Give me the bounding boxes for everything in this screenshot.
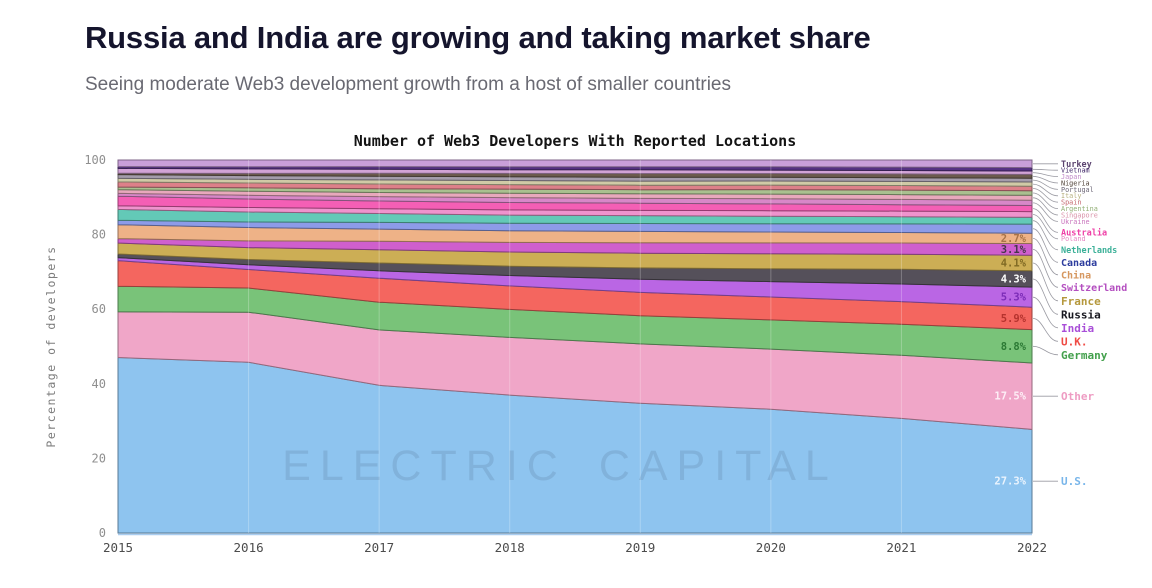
pct-label-france: 4.1% [1001, 258, 1027, 270]
legend-label-ukraine: Ukraine [1061, 218, 1090, 226]
pct-label-india: 5.3% [1001, 292, 1027, 304]
legend-label-vietnam: Vietnam [1061, 167, 1090, 175]
legend-label-netherlands: Netherlands [1061, 246, 1117, 256]
y-tick-label: 100 [84, 153, 106, 167]
legend-label-russia: Russia [1061, 308, 1101, 321]
legend-label-italy: Italy [1061, 192, 1081, 200]
legend-label-spain: Spain [1061, 199, 1081, 207]
legend-label-u-k: U.K. [1061, 335, 1088, 348]
legend-leader-argentina [1032, 192, 1059, 209]
x-tick-label: 2019 [625, 540, 655, 555]
legend-leader-netherlands [1032, 220, 1059, 251]
area-turkey [117, 159, 1033, 169]
legend-leader-nigeria [1032, 175, 1059, 184]
legend-label-japan: Japan [1061, 173, 1081, 181]
legend-leader-india [1032, 296, 1059, 329]
legend-leader-spain [1032, 188, 1059, 203]
legend-label-other: Other [1061, 390, 1094, 403]
legend-leader-japan [1032, 172, 1059, 177]
legend-label-germany: Germany [1061, 349, 1108, 362]
page-subtitle: Seeing moderate Web3 development growth … [85, 74, 731, 95]
y-tick-label: 40 [92, 377, 106, 391]
legend-leader-canada [1032, 228, 1059, 263]
y-tick-label: 20 [92, 451, 106, 465]
x-tick-label: 2015 [103, 540, 133, 555]
page-title: Russia and India are growing and taking … [85, 20, 871, 55]
y-tick-label: 60 [92, 302, 106, 316]
legend-label-poland: Poland [1061, 235, 1086, 243]
legend-label-australia: Australia [1061, 227, 1107, 238]
legend-label-u-s: U.S. [1061, 475, 1088, 488]
y-tick-label: 80 [92, 228, 106, 242]
x-tick-label: 2022 [1017, 540, 1047, 555]
legend-leader-vietnam [1032, 168, 1059, 171]
pct-label-switzerland: 3.1% [1001, 244, 1027, 256]
y-axis-title: Percentage of developers [44, 245, 58, 447]
legend-label-argentina: Argentina [1061, 205, 1098, 213]
legend-label-india: India [1061, 322, 1094, 335]
pct-label-other: 17.5% [994, 391, 1026, 403]
legend-label-portugal: Portugal [1061, 186, 1094, 194]
chart-title: Number of Web3 Developers With Reported … [353, 132, 797, 150]
pct-label-u-k: 5.9% [1001, 313, 1027, 325]
legend-leader-italy [1032, 183, 1059, 197]
pct-label-russia: 4.3% [1001, 273, 1027, 285]
legend-leader-france [1032, 262, 1059, 302]
legend-label-canada: Canada [1061, 258, 1097, 269]
pct-label-u-s: 27.3% [994, 476, 1026, 488]
legend-label-switzerland: Switzerland [1061, 282, 1127, 294]
legend-leader-switzerland [1032, 249, 1059, 288]
legend-label-singapore: Singapore [1061, 211, 1098, 219]
x-tick-label: 2021 [886, 540, 916, 555]
legend-label-turkey: Turkey [1061, 160, 1092, 170]
legend-leader-germany [1032, 345, 1059, 356]
legend-leader-portugal [1032, 179, 1059, 190]
legend-label-china: China [1061, 269, 1091, 281]
legend-label-france: France [1061, 295, 1101, 308]
legend-leader-u-k [1032, 318, 1059, 342]
legend-leader-china [1032, 238, 1059, 276]
pct-label-china: 2.7% [1001, 233, 1027, 245]
x-tick-label: 2018 [495, 540, 525, 555]
x-tick-label: 2020 [756, 540, 786, 555]
legend-label-nigeria: Nigeria [1061, 179, 1090, 187]
pct-label-germany: 8.8% [1001, 341, 1027, 353]
legend-leader-russia [1032, 278, 1059, 315]
x-tick-label: 2017 [364, 540, 394, 555]
y-tick-label: 0 [99, 526, 106, 540]
x-tick-label: 2016 [234, 540, 264, 555]
legend-leader-australia [1032, 208, 1059, 233]
legend-leader-singapore [1032, 197, 1059, 216]
legend-leader-ukraine [1032, 202, 1059, 222]
legend-leader-poland [1032, 214, 1059, 240]
